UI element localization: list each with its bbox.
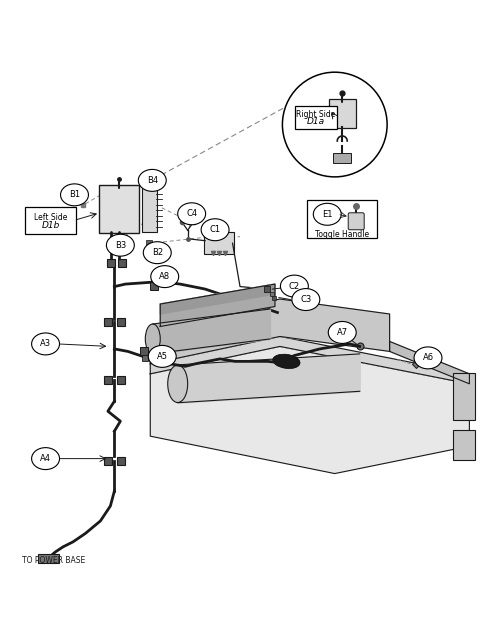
Text: B1: B1 <box>69 191 80 199</box>
Text: B3: B3 <box>114 241 126 249</box>
Circle shape <box>282 72 387 177</box>
Text: A5: A5 <box>156 352 168 361</box>
Text: B4: B4 <box>146 176 158 185</box>
FancyBboxPatch shape <box>324 106 332 118</box>
Ellipse shape <box>314 203 341 225</box>
FancyBboxPatch shape <box>204 232 234 254</box>
FancyBboxPatch shape <box>333 153 351 163</box>
Text: A3: A3 <box>40 339 51 348</box>
Text: A7: A7 <box>336 328 348 337</box>
Text: A8: A8 <box>159 272 170 281</box>
Text: D1a: D1a <box>307 116 325 125</box>
Polygon shape <box>160 284 275 314</box>
Ellipse shape <box>328 322 356 344</box>
Ellipse shape <box>151 266 178 287</box>
Text: D1b: D1b <box>42 220 60 230</box>
Text: Right Side: Right Side <box>296 110 336 119</box>
FancyBboxPatch shape <box>454 373 475 420</box>
Ellipse shape <box>32 333 60 355</box>
FancyBboxPatch shape <box>307 200 378 238</box>
Ellipse shape <box>414 347 442 369</box>
Ellipse shape <box>148 346 176 367</box>
FancyBboxPatch shape <box>295 106 337 128</box>
FancyBboxPatch shape <box>454 430 475 460</box>
FancyBboxPatch shape <box>24 207 76 234</box>
Text: E1: E1 <box>322 210 332 219</box>
Ellipse shape <box>138 170 166 191</box>
Text: TO POWER BASE: TO POWER BASE <box>22 556 85 565</box>
FancyBboxPatch shape <box>142 186 157 232</box>
Ellipse shape <box>168 365 188 403</box>
Polygon shape <box>390 341 469 384</box>
Polygon shape <box>150 299 390 364</box>
Ellipse shape <box>292 289 320 311</box>
Text: A6: A6 <box>422 353 434 362</box>
Ellipse shape <box>146 324 160 354</box>
Ellipse shape <box>280 275 308 297</box>
Ellipse shape <box>106 234 134 256</box>
Text: B2: B2 <box>152 248 163 257</box>
Text: C4: C4 <box>186 210 197 218</box>
Ellipse shape <box>144 242 171 264</box>
Polygon shape <box>150 337 469 384</box>
Text: Toggle Handle: Toggle Handle <box>315 230 370 239</box>
Ellipse shape <box>32 448 60 470</box>
Text: Left Side: Left Side <box>34 213 67 222</box>
FancyBboxPatch shape <box>38 555 58 563</box>
Ellipse shape <box>60 184 88 206</box>
FancyBboxPatch shape <box>329 99 355 128</box>
Polygon shape <box>160 284 275 327</box>
Ellipse shape <box>273 354 300 368</box>
Ellipse shape <box>178 203 206 225</box>
Ellipse shape <box>201 219 229 241</box>
Text: A4: A4 <box>40 454 51 463</box>
Text: C1: C1 <box>210 225 220 234</box>
FancyBboxPatch shape <box>348 213 364 230</box>
Polygon shape <box>150 346 469 473</box>
Text: C3: C3 <box>300 295 312 304</box>
FancyBboxPatch shape <box>99 185 139 233</box>
Text: C2: C2 <box>289 282 300 291</box>
